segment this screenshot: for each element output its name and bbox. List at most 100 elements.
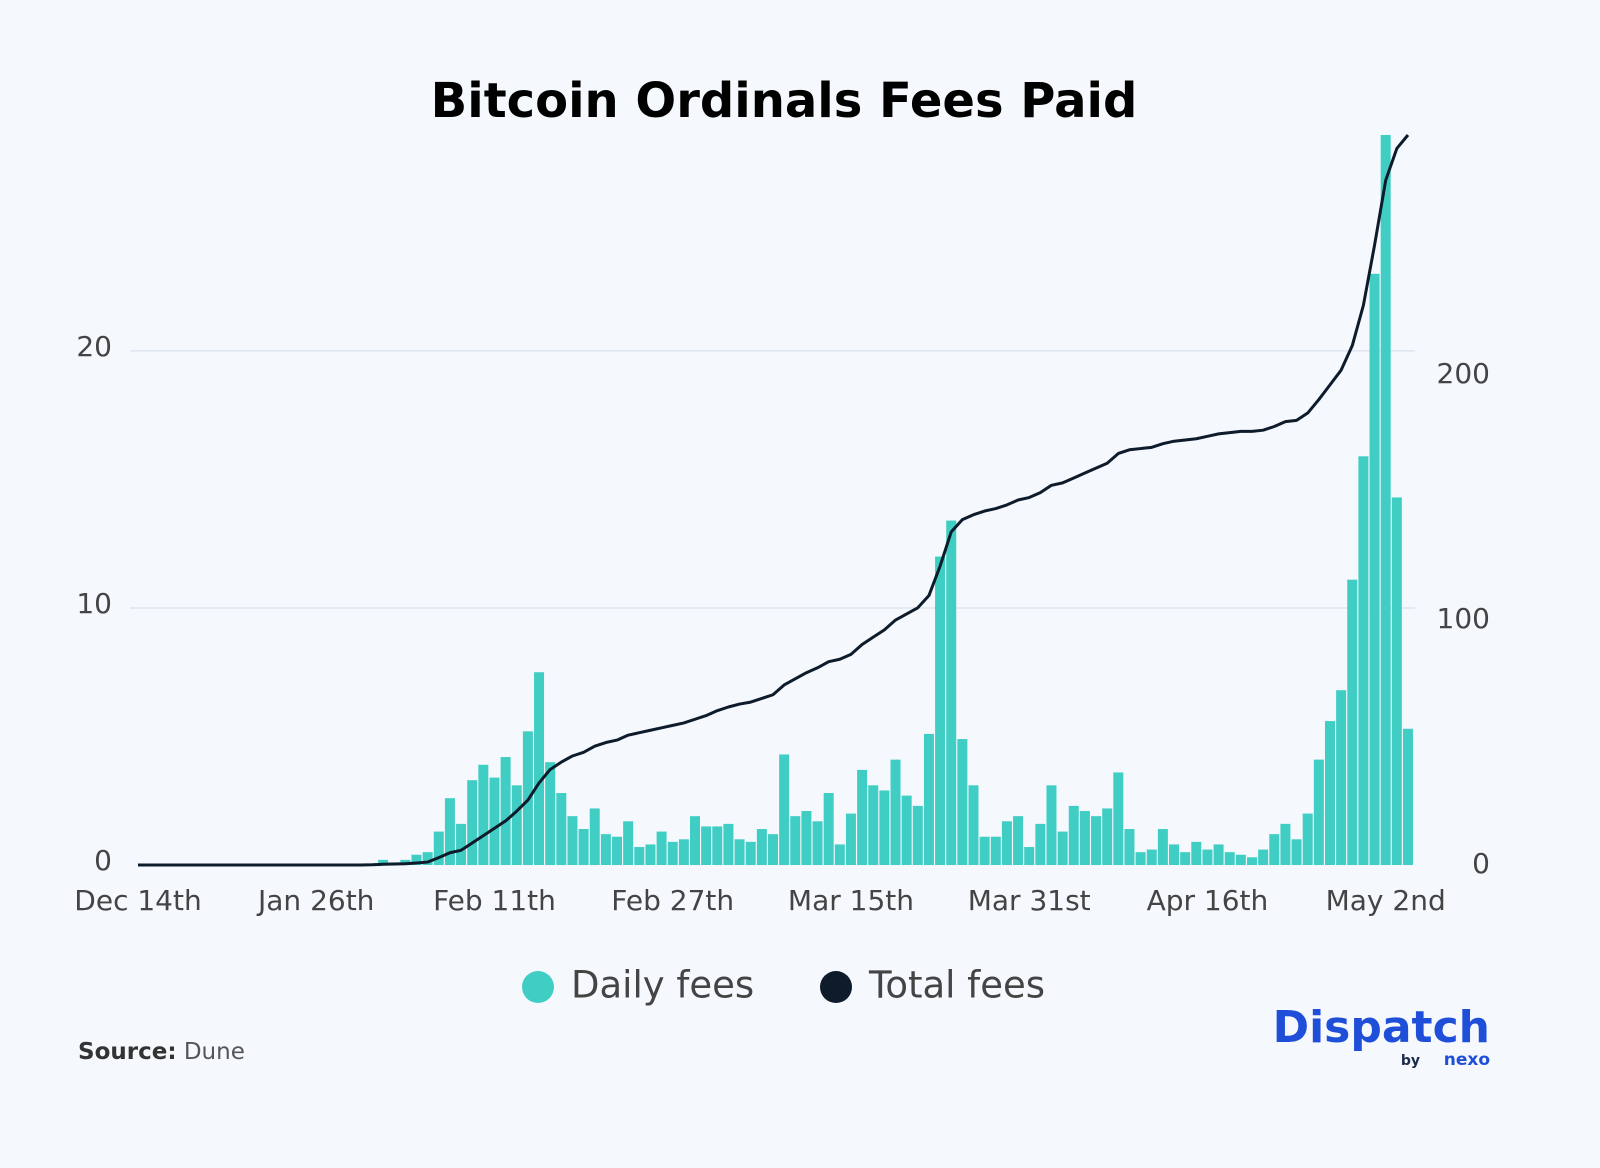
bar: [1157, 829, 1168, 865]
bar: [1358, 456, 1369, 865]
bar: [1324, 721, 1335, 865]
bar: [812, 821, 823, 865]
bar: [1391, 497, 1402, 865]
chart-title: Bitcoin Ordinals Fees Paid: [431, 73, 1138, 129]
bar: [957, 739, 968, 865]
bar: [1202, 849, 1213, 865]
bar: [756, 829, 767, 865]
bar: [1235, 854, 1246, 865]
bar: [734, 839, 745, 865]
bar: [478, 764, 489, 865]
bar: [1313, 759, 1324, 865]
bar: [1269, 834, 1280, 865]
x-tick-label: May 2nd: [1326, 884, 1446, 917]
x-tick-label: Feb 27th: [611, 884, 734, 917]
legend-marker: [522, 971, 554, 1003]
bar: [612, 836, 623, 865]
bar: [1280, 823, 1291, 865]
bar: [723, 823, 734, 865]
bar: [1079, 811, 1090, 865]
bar: [912, 805, 923, 865]
x-tick-label: Mar 31st: [968, 884, 1091, 917]
bar: [1402, 728, 1413, 865]
bar: [1068, 805, 1079, 865]
bar: [1124, 829, 1135, 865]
bar: [656, 831, 667, 865]
bar: [1146, 849, 1157, 865]
bar: [623, 821, 634, 865]
bar: [701, 826, 712, 865]
bar: [678, 839, 689, 865]
bar: [1336, 690, 1347, 865]
bar: [500, 757, 511, 865]
bar: [1302, 813, 1313, 865]
bar: [1258, 849, 1269, 865]
bar: [935, 556, 946, 865]
y2-tick-label: 0: [1472, 847, 1490, 880]
legend-label: Total fees: [868, 964, 1045, 1007]
bar: [467, 780, 478, 865]
bar: [1113, 772, 1124, 865]
y2-tick-label: 200: [1437, 357, 1490, 390]
x-tick-label: Apr 16th: [1147, 884, 1269, 917]
source-label: Source:: [78, 1039, 177, 1065]
bar: [1135, 852, 1146, 865]
bar: [1369, 273, 1380, 865]
bar: [868, 785, 879, 865]
bar: [801, 811, 812, 865]
bar: [690, 816, 700, 865]
bar: [511, 785, 522, 865]
bar: [556, 793, 567, 865]
bar: [834, 844, 845, 865]
bar: [378, 859, 389, 865]
bar: [567, 816, 578, 865]
bar: [411, 854, 422, 865]
bar: [645, 844, 656, 865]
bar: [545, 762, 556, 865]
bar: [1169, 844, 1180, 865]
y2-tick-label: 100: [1437, 602, 1490, 635]
legend-marker: [820, 971, 852, 1003]
bar: [1057, 831, 1068, 865]
bar: [1291, 839, 1302, 865]
bar: [634, 847, 645, 865]
bar: [1213, 844, 1224, 865]
bar: [1180, 852, 1191, 865]
y-tick-label: 0: [94, 844, 112, 877]
bar: [1380, 135, 1391, 865]
bar: [712, 826, 723, 865]
bar: [845, 813, 856, 865]
bar: [1001, 821, 1012, 865]
bar: [990, 836, 1001, 865]
bar: [600, 834, 611, 865]
bar: [923, 733, 934, 865]
legend-label: Daily fees: [571, 964, 754, 1007]
logo-brand: nexo: [1444, 1050, 1490, 1070]
x-tick-label: Dec 14th: [74, 884, 201, 917]
x-tick-label: Feb 11th: [433, 884, 556, 917]
bar: [1247, 857, 1257, 865]
bar: [857, 769, 868, 865]
bar: [890, 759, 901, 865]
x-tick-label: Jan 26th: [256, 884, 374, 917]
bar: [1091, 816, 1102, 865]
bar: [879, 790, 890, 865]
bar: [1102, 808, 1113, 865]
logo-by: by: [1401, 1053, 1420, 1069]
bar: [1035, 823, 1046, 865]
bar: [790, 816, 801, 865]
bar: [534, 672, 545, 865]
bar: [979, 836, 990, 865]
x-tick-label: Mar 15th: [788, 884, 914, 917]
bar: [745, 841, 756, 865]
bar: [1191, 841, 1202, 865]
bar: [578, 829, 589, 865]
logo-name: Dispatch: [1273, 1002, 1490, 1053]
bar: [1024, 847, 1035, 865]
bar: [946, 520, 957, 865]
bar: [667, 841, 678, 865]
bar: [767, 834, 778, 865]
source-text: Dune: [184, 1039, 245, 1065]
